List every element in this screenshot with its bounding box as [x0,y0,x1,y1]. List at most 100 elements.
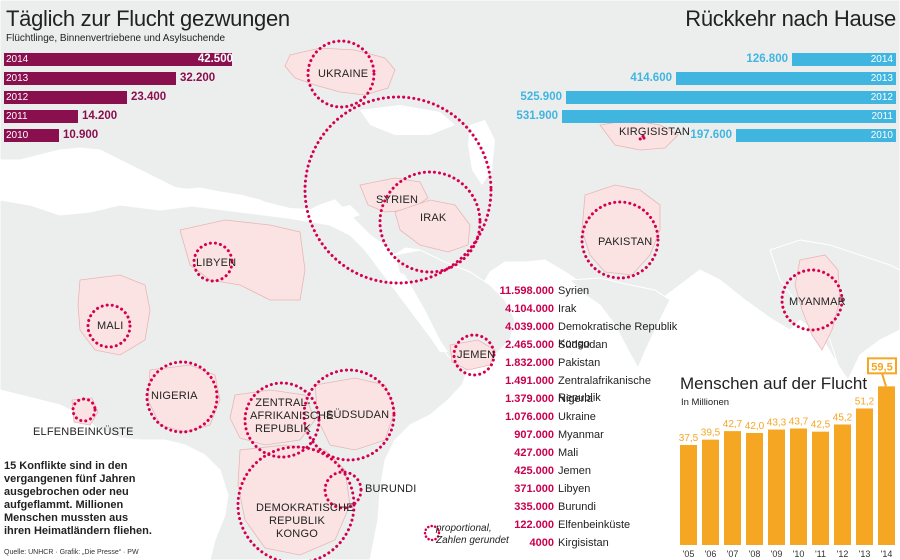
map-label-elfenbeinkueste: ELFENBEINKÜSTE [33,426,134,438]
ukraine-shape [284,47,396,96]
chart-category-label: '12 [837,549,849,559]
zar-shape [229,389,316,446]
circle-nigeria [145,360,219,434]
chart-title: Menschen auf der Flucht [680,374,868,393]
chart-bar [702,439,719,545]
right-bar-2014: 2014 126.800 [746,53,896,66]
legend-text: proportional, Zahlen gerundet [436,523,509,547]
list-item-name: Südsudan [558,339,608,351]
circle-mali [86,303,132,349]
chart-value-label: 51,2 [855,396,875,407]
chart-value-label: 59,5 [871,361,892,373]
map-label-syrien: SYRIEN [376,194,419,206]
right-bar-value: 525.900 [520,91,562,103]
iraq-shape [394,199,471,253]
chart-value-label: 43,7 [789,416,809,427]
circle-suedsudan [302,368,396,462]
list-item-name: Mali [558,447,579,459]
chart-category-label: '13 [859,549,871,559]
list-item: 11.598.000 Syrien [496,283,696,300]
map-label-zar: ZENTRAL- AFRIKANISCHE REPUBLIK [250,397,334,436]
map-label-drk: DEMOKRATISCHE REPUBLIK KONGO [256,502,354,541]
chart-value-label: 39,5 [701,428,721,439]
chart-category-label: '08 [749,549,761,559]
list-item-value: 907.000 [514,429,554,441]
chart-bar [746,433,763,545]
left-bar-value: 23.400 [131,91,167,103]
chart-category-label: '10 [793,549,805,559]
chart-value-label: 42,0 [745,421,765,432]
list-item-name: Kirgisistan [558,537,609,549]
list-item-value: 4.039.000 [505,321,554,333]
list-item-name: Syrien [558,285,590,297]
left-bar-year: 2013 [6,73,29,84]
list-item-name: Pakistan [558,357,601,369]
circle-drk [236,445,356,560]
right-bar-year: 2013 [870,73,893,84]
chart-bar [790,428,807,545]
chart-value-label: 43,3 [767,418,787,429]
chart-bar [856,408,873,545]
india-land [568,277,671,370]
source-credit: Quelle: UNHCR · Grafik: „Die Presse“ · P… [4,549,139,556]
left-bar-value: 14.200 [82,110,118,122]
chart-subtitle: In Millionen [681,397,730,408]
chart-value-label: 42,7 [723,419,743,430]
left-bar-2013: 2013 32.200 [4,72,215,85]
circle-jemen [452,333,496,377]
list-item-value: 425.000 [514,465,554,477]
map-label-zar-line2: AFRIKANISCHE [250,410,334,422]
left-bar-year: 2012 [6,92,29,103]
chart-category-label: '11 [815,549,826,559]
chart-bar [834,424,851,545]
right-bar-value: 197.600 [690,129,732,141]
left-bar-value: 42.500 [197,53,233,65]
right-bar-2011: 2011 531.900 [516,110,896,123]
chart-highlight-pointer [881,373,887,387]
map-label-libyen: LIBYEN [196,257,237,269]
list-item-name: Zentralafrikanische Republik [558,375,651,404]
left-subtitle: Flüchtlinge, Binnenvertriebene und Asyls… [6,33,226,44]
left-title: Täglich zur Flucht gezwungen [6,6,290,31]
left-bar-year: 2011 [6,111,28,122]
list-item-name: Jemen [558,465,592,477]
map-label-zar-line3: REPUBLIK [254,423,311,435]
chart-bar [680,445,697,545]
left-bar-2010: 2010 10.900 [4,129,98,142]
mali-shape [77,274,151,356]
legend-line1: proportional, [436,523,492,534]
list-item: 1.379.000 Nigeria [496,391,696,408]
list-item-name: Libyen [558,483,591,495]
circle-ukraine [306,39,376,109]
list-item: 1.076.000 Ukraine [496,409,696,426]
drk-shape [237,444,351,556]
refugee-bar-chart: 37,5 '05 39,5 '06 42,7 '07 42,0 '08 43,3 '09 43,7 '… [679,357,897,559]
chart-bar [768,429,785,545]
circle-libyen [192,241,234,283]
list-item-value: 1.832.000 [505,357,554,369]
right-bar-year: 2014 [870,54,893,65]
map-label-myanmar: MYANMAR [789,296,846,308]
circle-pakistan [580,200,660,280]
list-item: 4.039.000 Demokratische Republik Kongo [496,319,696,350]
chart-category-label: '05 [683,549,695,559]
circle-burundi [323,470,363,510]
right-title: Rückkehr nach Hause [685,6,896,31]
chart-bar [724,431,741,545]
list-item-value: 1.076.000 [505,411,554,423]
right-bar-2012: 2012 525.900 [520,91,896,104]
left-bar-value: 32.200 [180,72,216,84]
right-bar-year: 2011 [871,111,893,122]
list-item: 907.000 Myanmar [496,427,696,444]
list-item: 335.000 Burundi [496,499,696,516]
list-item-value: 1.491.000 [505,375,554,387]
intro-note: 15 Konflikte sind in den vergangenen fün… [4,460,152,537]
map-label-kirgisistan: KIRGISISTAN [619,126,691,138]
chart-category-label: '07 [727,549,739,559]
list-item-name: Burundi [558,501,596,513]
chart-value-label: 42,5 [811,420,831,431]
map-label-jemen: JEMEN [457,349,496,361]
list-item-value: 4.104.000 [505,303,554,315]
right-bar-value: 531.900 [516,110,558,122]
list-item: 2.465.000 Südsudan [496,337,696,354]
